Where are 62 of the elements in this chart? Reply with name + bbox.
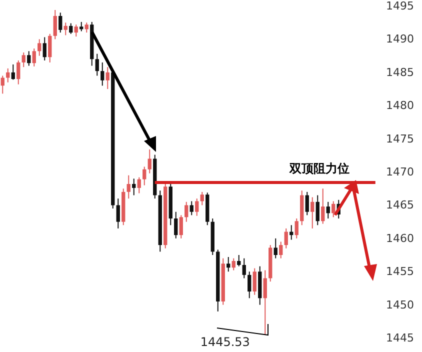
- candlestick: [200, 191, 204, 206]
- candlestick: [174, 211, 178, 239]
- candlestick: [232, 258, 236, 271]
- candlestick: [248, 271, 252, 299]
- candlestick: [237, 254, 241, 267]
- candlestick: [284, 228, 288, 249]
- candlestick: [252, 268, 256, 296]
- candlestick: [84, 22, 88, 34]
- candlestick: [179, 214, 183, 239]
- y-tick-label: 1470: [386, 166, 414, 178]
- candlestick: [294, 218, 298, 239]
- ref-line-label: 双顶阻力位: [288, 162, 350, 176]
- candlestick: [69, 22, 73, 34]
- candlestick: [22, 52, 26, 68]
- candlestick: [48, 33, 52, 63]
- candlestick: [195, 198, 199, 216]
- candlestick: [242, 258, 246, 279]
- candlestick: [142, 166, 146, 186]
- candlestick: [42, 36, 46, 61]
- candlestick: [226, 256, 230, 272]
- candlestick: [38, 38, 42, 56]
- y-tick-label: 1495: [386, 0, 414, 12]
- candlestick: [53, 9, 57, 40]
- candlestick: [305, 191, 309, 216]
- candlestick: [126, 174, 130, 200]
- y-tick-label: 1465: [386, 198, 414, 212]
- candlestick: [263, 270, 267, 335]
- y-tick-label: 1460: [386, 232, 414, 245]
- candlestick: [95, 53, 99, 76]
- candlestick: [137, 176, 141, 194]
- candlestick: [132, 178, 136, 196]
- candlestick: [100, 62, 104, 86]
- y-tick-label: 1485: [386, 66, 414, 79]
- candlestick: [106, 66, 110, 90]
- y-tick-label: 1450: [386, 298, 414, 312]
- candlestick: [27, 50, 31, 66]
- candlestick: [0, 75, 4, 94]
- candlestick: [184, 201, 188, 222]
- y-tick-label: 1475: [386, 132, 414, 146]
- candlestick: [74, 24, 78, 38]
- candlestick: [32, 48, 36, 67]
- candlestick: [279, 241, 283, 259]
- y-tick-label: 1455: [386, 265, 414, 278]
- candlestick: [274, 238, 278, 259]
- candlestick: [310, 196, 314, 229]
- candlestick: [148, 148, 152, 174]
- y-tick-label: 1445: [386, 332, 414, 344]
- y-tick-label: 1490: [386, 32, 414, 46]
- candlestick: [6, 68, 10, 83]
- candlestick: [316, 194, 320, 226]
- candlestick: [80, 21, 84, 32]
- annotation: 1445.53: [199, 335, 251, 350]
- candlestick: [321, 188, 325, 224]
- candlestick: [11, 64, 15, 80]
- candlestick: [190, 200, 194, 216]
- candlestick: [116, 198, 120, 229]
- candlestick: [332, 200, 336, 218]
- candlestick: [58, 12, 62, 34]
- candlestick: [64, 22, 68, 36]
- y-tick-label: 1480: [386, 99, 414, 112]
- candlestick: [16, 60, 20, 85]
- candlestick: [326, 201, 330, 219]
